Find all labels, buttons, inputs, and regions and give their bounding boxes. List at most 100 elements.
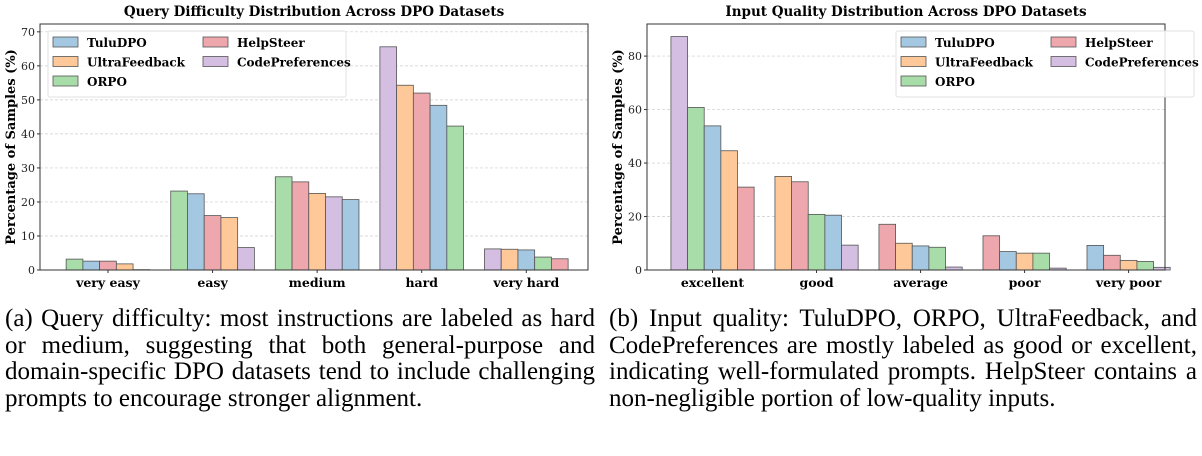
y-tick-label: 60 (21, 60, 35, 73)
bar-ultrafeedback (1119, 259, 1138, 271)
bar-ultrafeedback (1015, 252, 1034, 271)
legend-label: HelpSteer (1085, 36, 1153, 50)
y-tick-label: 40 (21, 128, 35, 141)
bar-tuludpo (703, 125, 722, 271)
bar-codepreferences (325, 196, 343, 271)
bar-ultrafeedback (500, 248, 519, 271)
legend-label: UltraFeedback (935, 56, 1034, 70)
y-tick-label: 50 (21, 94, 35, 107)
bar-helpsteer (99, 260, 117, 271)
bar-tuludpo (1086, 244, 1105, 271)
chart-title: Input Quality Distribution Across DPO Da… (725, 4, 1087, 20)
y-tick-label: 70 (21, 26, 35, 39)
bar-orpo (274, 176, 293, 271)
x-tick-label: medium (289, 275, 346, 290)
bar-tuludpo (341, 199, 360, 271)
bar-ultrafeedback (308, 193, 326, 271)
legend-swatch (900, 36, 927, 48)
plot-frame (39, 23, 589, 271)
legend (47, 30, 347, 98)
bar-helpsteer (203, 215, 222, 271)
bar-orpo (1136, 261, 1154, 271)
legend-swatch (1050, 56, 1077, 67)
bar-helpsteer (791, 181, 809, 271)
bar-codepreferences (484, 248, 502, 271)
x-tick-label: excellent (681, 275, 745, 290)
x-tick-label: average (893, 275, 948, 290)
bar-tuludpo (517, 249, 536, 271)
y-tick-label: 80 (628, 50, 642, 63)
x-tick-label: very easy (75, 275, 141, 290)
bar-helpsteer (878, 223, 896, 271)
legend-swatch (900, 56, 927, 67)
legend-label: ORPO (87, 75, 127, 89)
y-tick-label: 20 (21, 196, 35, 209)
plot-frame (646, 23, 1166, 271)
bar-codepreferences (670, 36, 688, 271)
bar-tuludpo (429, 104, 448, 271)
x-tick-label: poor (1009, 275, 1041, 290)
legend-swatch (900, 75, 927, 87)
bar-helpsteer (550, 258, 569, 271)
legend-swatch (52, 75, 79, 87)
bar-codepreferences (841, 244, 859, 271)
legend-label: CodePreferences (1085, 56, 1199, 70)
x-tick-label: easy (197, 275, 228, 290)
y-axis-label: Percentage of Samples (%) (611, 49, 626, 245)
x-tick-label: hard (405, 275, 438, 290)
legend-swatch (202, 56, 229, 67)
bar-tuludpo (82, 260, 101, 271)
legend-label: ORPO (935, 75, 975, 89)
legend-label: UltraFeedback (87, 56, 186, 70)
bar-helpsteer (982, 235, 1001, 271)
bar-orpo (687, 107, 705, 271)
legend-swatch (1050, 36, 1077, 48)
legend-swatch (202, 36, 229, 48)
y-tick-label: 10 (21, 230, 35, 243)
bar-helpsteer (412, 92, 431, 271)
caption-a: (a) Query difficulty: most instructions … (5, 305, 595, 412)
y-tick-label: 40 (628, 157, 642, 170)
bar-ultrafeedback (720, 150, 738, 271)
bar-tuludpo (911, 245, 930, 271)
input-quality-chart: Input Quality Distribution Across DPO Da… (611, 4, 1199, 290)
bar-ultrafeedback (220, 217, 239, 271)
legend-swatch (52, 36, 79, 48)
legend-swatch (52, 56, 79, 67)
bar-orpo (534, 256, 552, 271)
bar-ultrafeedback (396, 84, 414, 271)
y-axis-label: Percentage of Samples (%) (4, 49, 19, 245)
legend-label: HelpSteer (237, 36, 305, 50)
bar-codepreferences (379, 46, 398, 271)
chart-title: Query Difficulty Distribution Across DPO… (124, 4, 505, 20)
bar-orpo (446, 125, 464, 271)
y-tick-label: 20 (628, 211, 642, 224)
bar-orpo (928, 246, 946, 271)
bar-orpo (1032, 252, 1050, 271)
x-tick-label: good (799, 275, 833, 290)
bar-tuludpo (824, 214, 842, 271)
bar-tuludpo (999, 251, 1017, 271)
legend-label: CodePreferences (237, 56, 351, 70)
bar-ultrafeedback (115, 263, 134, 271)
legend-label: TuluDPO (87, 36, 147, 50)
bar-orpo (170, 190, 188, 271)
bar-helpsteer (1103, 254, 1121, 271)
bar-ultrafeedback (774, 176, 792, 271)
y-tick-label: 30 (21, 162, 35, 175)
bar-orpo (65, 258, 84, 271)
caption-b: (b) Input quality: TuluDPO, ORPO, UltraF… (609, 305, 1197, 412)
legend (895, 30, 1195, 98)
bar-helpsteer (737, 186, 755, 271)
y-tick-label: 60 (628, 104, 642, 117)
x-tick-label: very poor (1095, 275, 1162, 290)
y-tick-label: 0 (28, 264, 35, 277)
bar-helpsteer (291, 181, 310, 271)
bar-tuludpo (187, 193, 205, 271)
x-tick-label: very hard (492, 275, 559, 290)
query-difficulty-chart: Query Difficulty Distribution Across DPO… (4, 4, 589, 290)
y-tick-label: 0 (635, 264, 642, 277)
bar-ultrafeedback (895, 242, 913, 271)
bar-codepreferences (237, 247, 255, 271)
legend-label: TuluDPO (935, 36, 995, 50)
